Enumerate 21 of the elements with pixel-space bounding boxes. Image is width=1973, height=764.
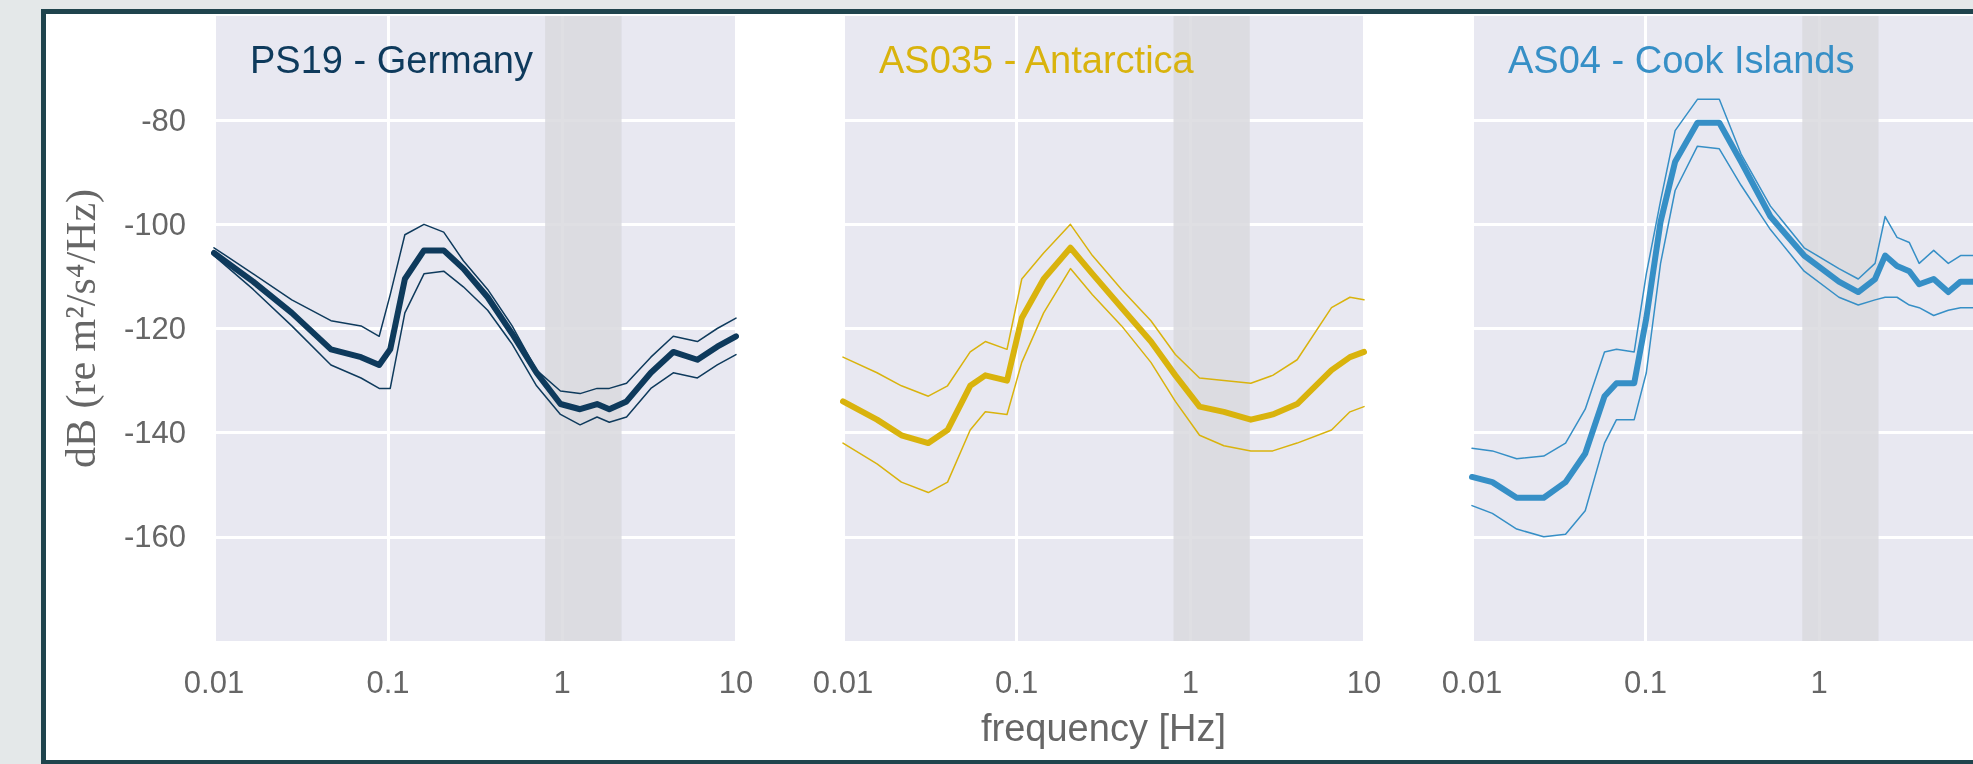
x-tick-label: 1 — [1810, 665, 1828, 700]
y-tick-label: -100 — [123, 206, 186, 242]
y-tick-label: -120 — [123, 311, 186, 346]
x-tick-label: 0.01 — [183, 665, 245, 700]
y-axis-title: dB (re m²/s⁴/Hz) — [58, 188, 105, 469]
x-tick-label: 10 — [718, 665, 754, 700]
y-tick-label: -140 — [123, 415, 186, 451]
x-tick-label: 0.1 — [366, 665, 410, 700]
x-tick-label: 1 — [553, 665, 571, 700]
text: AS035 - Antarctica — [879, 39, 1195, 81]
text: PS19 - Germany — [250, 39, 533, 81]
x-tick-label: 0.1 — [995, 665, 1039, 700]
x-tick-label: 10 — [1346, 665, 1382, 700]
y-tick-label: -80 — [141, 102, 186, 138]
x-tick-label: 0.01 — [812, 665, 874, 700]
text: AS04 - Cook Islands — [1508, 39, 1855, 81]
x-axis-title: frequency [Hz] — [981, 707, 1226, 749]
y-tick-label: -160 — [123, 519, 186, 555]
x-tick-label: 0.1 — [1624, 665, 1668, 700]
x-tick-label: 1 — [1181, 665, 1199, 700]
x-tick-label: 0.01 — [1441, 665, 1503, 700]
